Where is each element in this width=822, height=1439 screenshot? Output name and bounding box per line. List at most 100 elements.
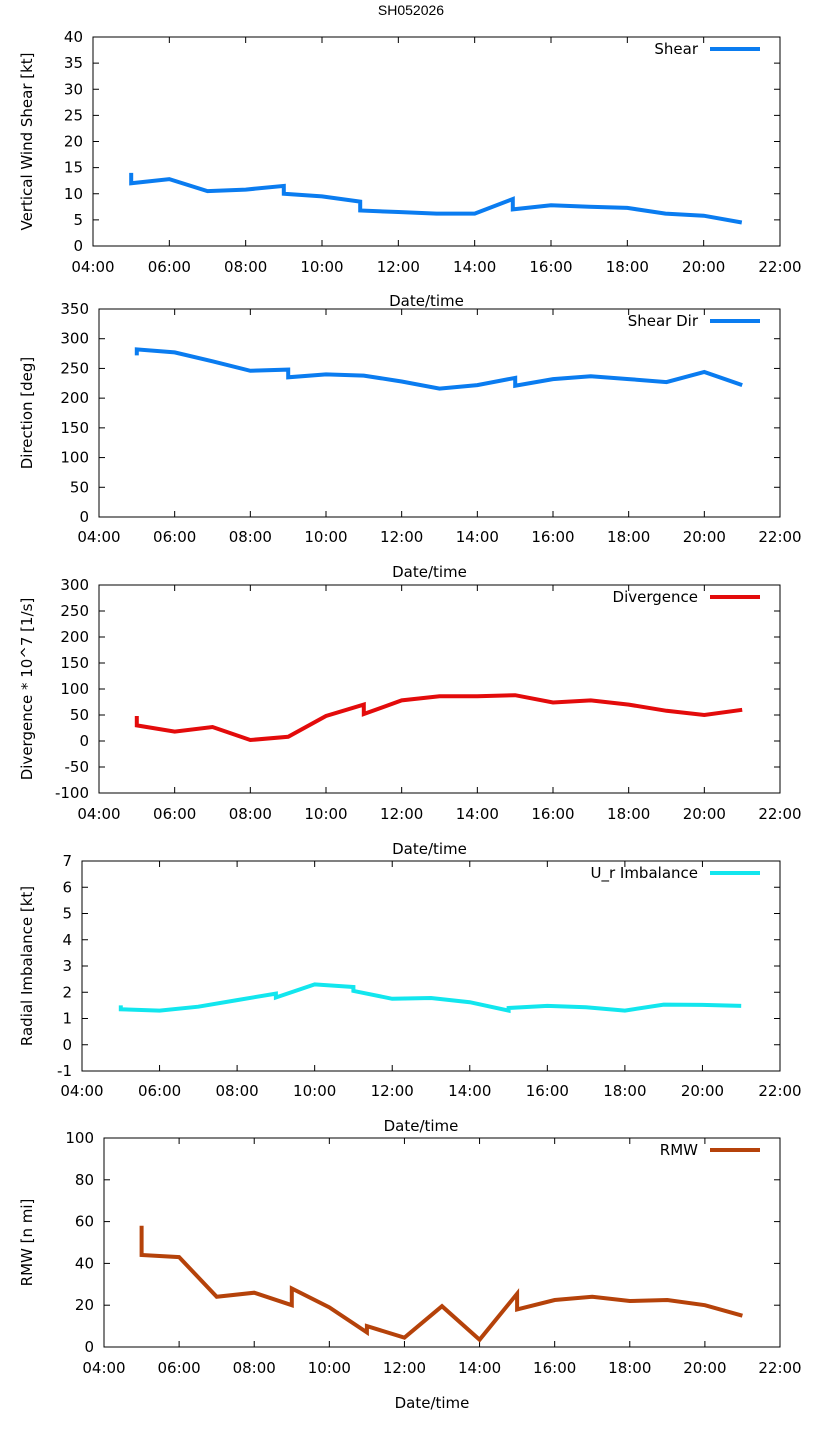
y-tick-label: 15 (64, 159, 83, 177)
legend-label: RMW (660, 1141, 698, 1159)
plot-frame (81, 860, 781, 1072)
x-tick-label: 08:00 (229, 528, 272, 546)
x-tick-label: 14:00 (456, 805, 499, 823)
x-tick-label: 12:00 (380, 528, 423, 546)
legend-label: Shear (654, 40, 698, 58)
series-line-divergence (134, 693, 743, 743)
y-tick-label: 40 (75, 1254, 94, 1272)
y-tick-label: 100 (65, 1129, 94, 1147)
x-tick-label: 22:00 (758, 258, 801, 276)
x-tick-label: 10:00 (300, 258, 343, 276)
y-tick-label: 0 (73, 237, 83, 255)
y-tick-label: -1 (57, 1062, 72, 1080)
y-tick-label: -100 (55, 784, 89, 802)
x-tick-label: 22:00 (758, 1082, 801, 1100)
y-tick-label: 100 (60, 680, 89, 698)
x-tick-label: 08:00 (229, 805, 272, 823)
y-axis-label: Direction [deg] (18, 357, 36, 470)
y-tick-label: 7 (62, 852, 72, 870)
y-tick-label: 0 (79, 508, 89, 526)
x-axis-label: Date/time (395, 1394, 470, 1412)
y-axis-label: Radial Imbalance [kt] (18, 886, 36, 1046)
x-tick-label: 20:00 (681, 1082, 724, 1100)
x-tick-label: 04:00 (77, 805, 120, 823)
y-tick-label: 80 (75, 1171, 94, 1189)
x-tick-label: 10:00 (293, 1082, 336, 1100)
y-tick-label: 3 (62, 957, 72, 975)
x-tick-label: 16:00 (526, 1082, 569, 1100)
y-tick-label: 5 (62, 905, 72, 923)
y-tick-label: -50 (65, 758, 90, 776)
x-tick-label: 18:00 (607, 528, 650, 546)
y-tick-label: 350 (60, 300, 89, 318)
y-tick-label: 50 (70, 706, 89, 724)
y-tick-label: 0 (62, 1036, 72, 1054)
x-tick-label: 12:00 (383, 1359, 426, 1377)
y-tick-label: 1 (62, 1010, 72, 1028)
y-tick-label: 30 (64, 80, 83, 98)
series-line-shear (129, 172, 743, 225)
x-tick-label: 18:00 (606, 258, 649, 276)
series-line-u-r-imbalance (118, 982, 742, 1014)
y-tick-label: 25 (64, 106, 83, 124)
y-tick-label: 10 (64, 185, 83, 203)
y-tick-label: 60 (75, 1213, 94, 1231)
x-tick-label: 18:00 (608, 1359, 651, 1377)
plot-frame (98, 308, 781, 518)
y-tick-label: 200 (60, 389, 89, 407)
y-tick-label: 0 (79, 732, 89, 750)
x-tick-label: 04:00 (82, 1359, 125, 1377)
plot-frame (103, 1137, 781, 1348)
y-tick-label: 35 (64, 54, 83, 72)
x-tick-label: 06:00 (153, 528, 196, 546)
legend-label: Divergence (613, 588, 698, 606)
x-tick-label: 18:00 (607, 805, 650, 823)
x-axis-label: Date/time (389, 292, 464, 310)
x-tick-label: 06:00 (153, 805, 196, 823)
x-tick-label: 10:00 (308, 1359, 351, 1377)
x-tick-label: 08:00 (233, 1359, 276, 1377)
x-tick-label: 08:00 (224, 258, 267, 276)
x-tick-label: 16:00 (529, 258, 572, 276)
y-tick-label: 0 (84, 1338, 94, 1356)
y-tick-label: 100 (60, 449, 89, 467)
y-tick-label: 50 (70, 478, 89, 496)
y-axis-label: Vertical Wind Shear [kt] (18, 52, 36, 230)
x-tick-label: 14:00 (456, 528, 499, 546)
x-tick-label: 22:00 (758, 528, 801, 546)
y-tick-label: 200 (60, 628, 89, 646)
y-tick-label: 4 (62, 931, 72, 949)
x-tick-label: 20:00 (682, 258, 725, 276)
x-tick-label: 06:00 (138, 1082, 181, 1100)
x-tick-label: 20:00 (683, 805, 726, 823)
x-tick-label: 04:00 (60, 1082, 103, 1100)
chart-panel-5: 0 20 40 60 80 100 04:00 06:00 08:00 10:00 12:00 14:… (18, 1129, 802, 1412)
y-tick-label: 150 (60, 419, 89, 437)
series-line-shear-dir (134, 347, 743, 391)
x-axis-label: Date/time (392, 840, 467, 858)
x-tick-label: 12:00 (380, 805, 423, 823)
y-tick-label: 20 (64, 133, 83, 151)
chart-main-title: SH052026 (377, 2, 445, 18)
y-tick-label: 250 (60, 359, 89, 377)
x-tick-label: 16:00 (531, 528, 574, 546)
y-tick-label: 40 (64, 28, 83, 46)
x-tick-label: 14:00 (448, 1082, 491, 1100)
x-tick-label: 14:00 (458, 1359, 501, 1377)
plot-frame (98, 584, 781, 794)
chart-panel-4: -1 0 1 2 3 4 5 6 7 04:00 06:00 08:00 10:00 12:00 14:00… (18, 852, 802, 1135)
x-axis-label: Date/time (392, 563, 467, 581)
x-tick-label: 22:00 (758, 805, 801, 823)
x-tick-label: 20:00 (683, 1359, 726, 1377)
x-tick-label: 16:00 (533, 1359, 576, 1377)
x-tick-label: 06:00 (148, 258, 191, 276)
x-tick-label: 10:00 (304, 805, 347, 823)
x-tick-label: 12:00 (371, 1082, 414, 1100)
y-axis-label: Divergence * 10^7 [1/s] (18, 598, 36, 781)
chart-panel-1: 0 5 10 15 20 25 30 35 40 04:00 06:00 08:00 10:00 12:0… (18, 28, 802, 310)
legend-label: Shear Dir (628, 312, 699, 330)
x-tick-label: 18:00 (603, 1082, 646, 1100)
x-tick-label: 22:00 (758, 1359, 801, 1377)
y-tick-label: 300 (60, 330, 89, 348)
